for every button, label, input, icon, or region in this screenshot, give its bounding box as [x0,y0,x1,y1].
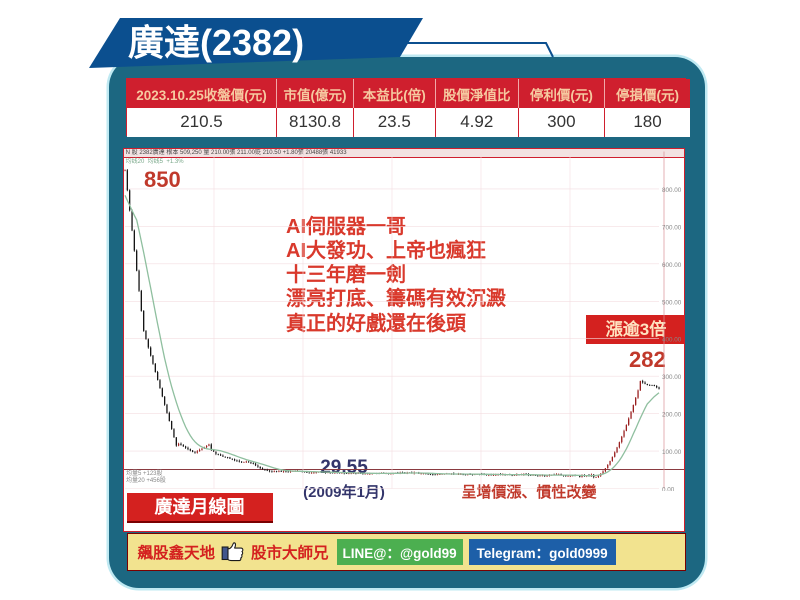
svg-text:0.00: 0.00 [662,486,675,491]
svg-text:300.00: 300.00 [662,374,682,381]
svg-text:100.00: 100.00 [662,449,682,456]
svg-text:200.00: 200.00 [662,411,682,418]
svg-text:800.00: 800.00 [662,186,682,193]
svg-text:500.00: 500.00 [662,299,682,306]
svg-text:400.00: 400.00 [662,336,682,343]
svg-text:700.00: 700.00 [662,224,682,231]
svg-text:600.00: 600.00 [662,261,682,268]
